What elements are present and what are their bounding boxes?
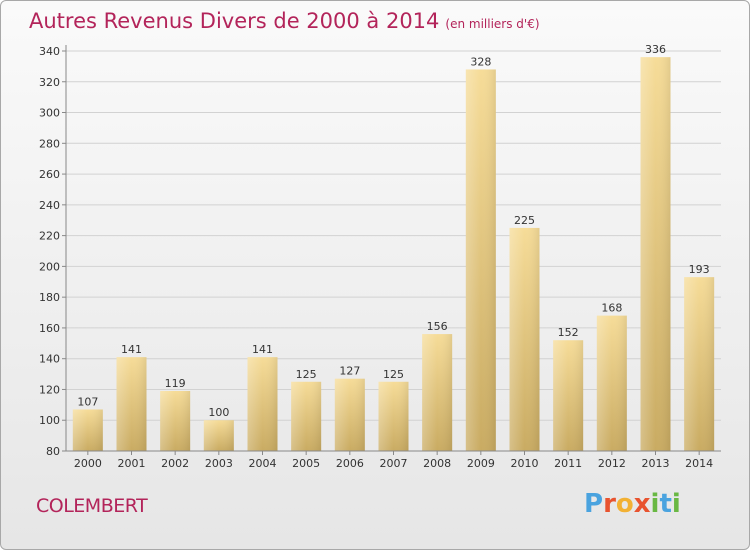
- x-tick-label: 2009: [467, 457, 495, 470]
- y-tick-label: 100: [39, 414, 60, 427]
- value-label: 100: [208, 406, 229, 419]
- x-tick-label: 2014: [685, 457, 713, 470]
- commune-name: COLEMBERT: [36, 495, 148, 517]
- x-tick-label: 2002: [161, 457, 189, 470]
- x-tick-label: 2001: [118, 457, 146, 470]
- y-tick-label: 340: [39, 45, 60, 58]
- x-tick-label: 2010: [511, 457, 539, 470]
- bar-shade: [509, 227, 540, 451]
- y-tick-label: 180: [39, 291, 60, 304]
- value-label: 125: [383, 368, 404, 381]
- bar-shade: [72, 409, 103, 451]
- bar-shade: [116, 357, 147, 451]
- bar-shade: [422, 334, 453, 451]
- bar-shade: [553, 340, 584, 451]
- y-tick-label: 160: [39, 322, 60, 335]
- bar-shade: [465, 69, 496, 451]
- bar-shade: [640, 57, 671, 452]
- y-tick-label: 320: [39, 76, 60, 89]
- bar-shade: [247, 357, 278, 451]
- bar-shade: [160, 391, 191, 451]
- x-tick-label: 2003: [205, 457, 233, 470]
- x-tick-label: 2000: [74, 457, 102, 470]
- value-label: 336: [645, 43, 666, 56]
- logo-letter: t: [659, 489, 672, 519]
- logo-letter: r: [603, 489, 616, 519]
- x-tick-label: 2007: [380, 457, 408, 470]
- y-tick-label: 300: [39, 107, 60, 120]
- logo-letter: o: [615, 489, 634, 519]
- value-label: 225: [514, 214, 535, 227]
- y-tick-label: 140: [39, 353, 60, 366]
- bar-shade: [378, 381, 409, 451]
- bar-shade: [684, 277, 715, 451]
- bar-shade: [203, 420, 234, 451]
- y-tick-label: 240: [39, 199, 60, 212]
- y-tick-label: 220: [39, 230, 60, 243]
- x-tick-label: 2005: [292, 457, 320, 470]
- logo-letter: i: [671, 489, 681, 519]
- value-label: 141: [121, 343, 142, 356]
- value-label: 107: [77, 395, 98, 408]
- value-label: 125: [296, 368, 317, 381]
- logo-letter: x: [633, 489, 651, 519]
- x-tick-label: 2006: [336, 457, 364, 470]
- bar-shade: [334, 378, 365, 451]
- axis-layer: 80 100 120 140 160 180 200 220 240 260 280 300 320 34…: [39, 45, 721, 470]
- value-label: 328: [470, 55, 491, 68]
- value-label: 152: [558, 326, 579, 339]
- value-label: 141: [252, 343, 273, 356]
- x-tick-label: 2011: [554, 457, 582, 470]
- y-tick-label: 280: [39, 137, 60, 150]
- value-label: 127: [339, 365, 360, 378]
- x-tick-label: 2004: [249, 457, 277, 470]
- bar-shade: [291, 381, 322, 451]
- bars-layer: 107 141 119 100 141 125 127 125 156 328 225 152 168 3…: [72, 43, 715, 452]
- y-tick-label: 120: [39, 383, 60, 396]
- x-tick-label: 2013: [642, 457, 670, 470]
- logo-letter: i: [650, 489, 660, 519]
- y-tick-label: 80: [46, 445, 60, 458]
- logo-letter: P: [584, 489, 604, 519]
- proxiti-logo: Proxiti: [584, 489, 681, 519]
- value-label: 119: [165, 377, 186, 390]
- value-label: 156: [427, 320, 448, 333]
- title-main: Autres Revenus Divers de 2000 à 2014: [29, 9, 440, 33]
- value-label: 193: [689, 263, 710, 276]
- x-tick-label: 2008: [423, 457, 451, 470]
- value-label: 168: [601, 302, 622, 315]
- x-tick-label: 2012: [598, 457, 626, 470]
- title-unit: (en milliers d'€): [445, 17, 540, 31]
- y-tick-label: 200: [39, 260, 60, 273]
- y-tick-label: 260: [39, 168, 60, 181]
- bar-shade: [596, 315, 627, 451]
- chart-title: Autres Revenus Divers de 2000 à 2014 (en …: [29, 9, 540, 33]
